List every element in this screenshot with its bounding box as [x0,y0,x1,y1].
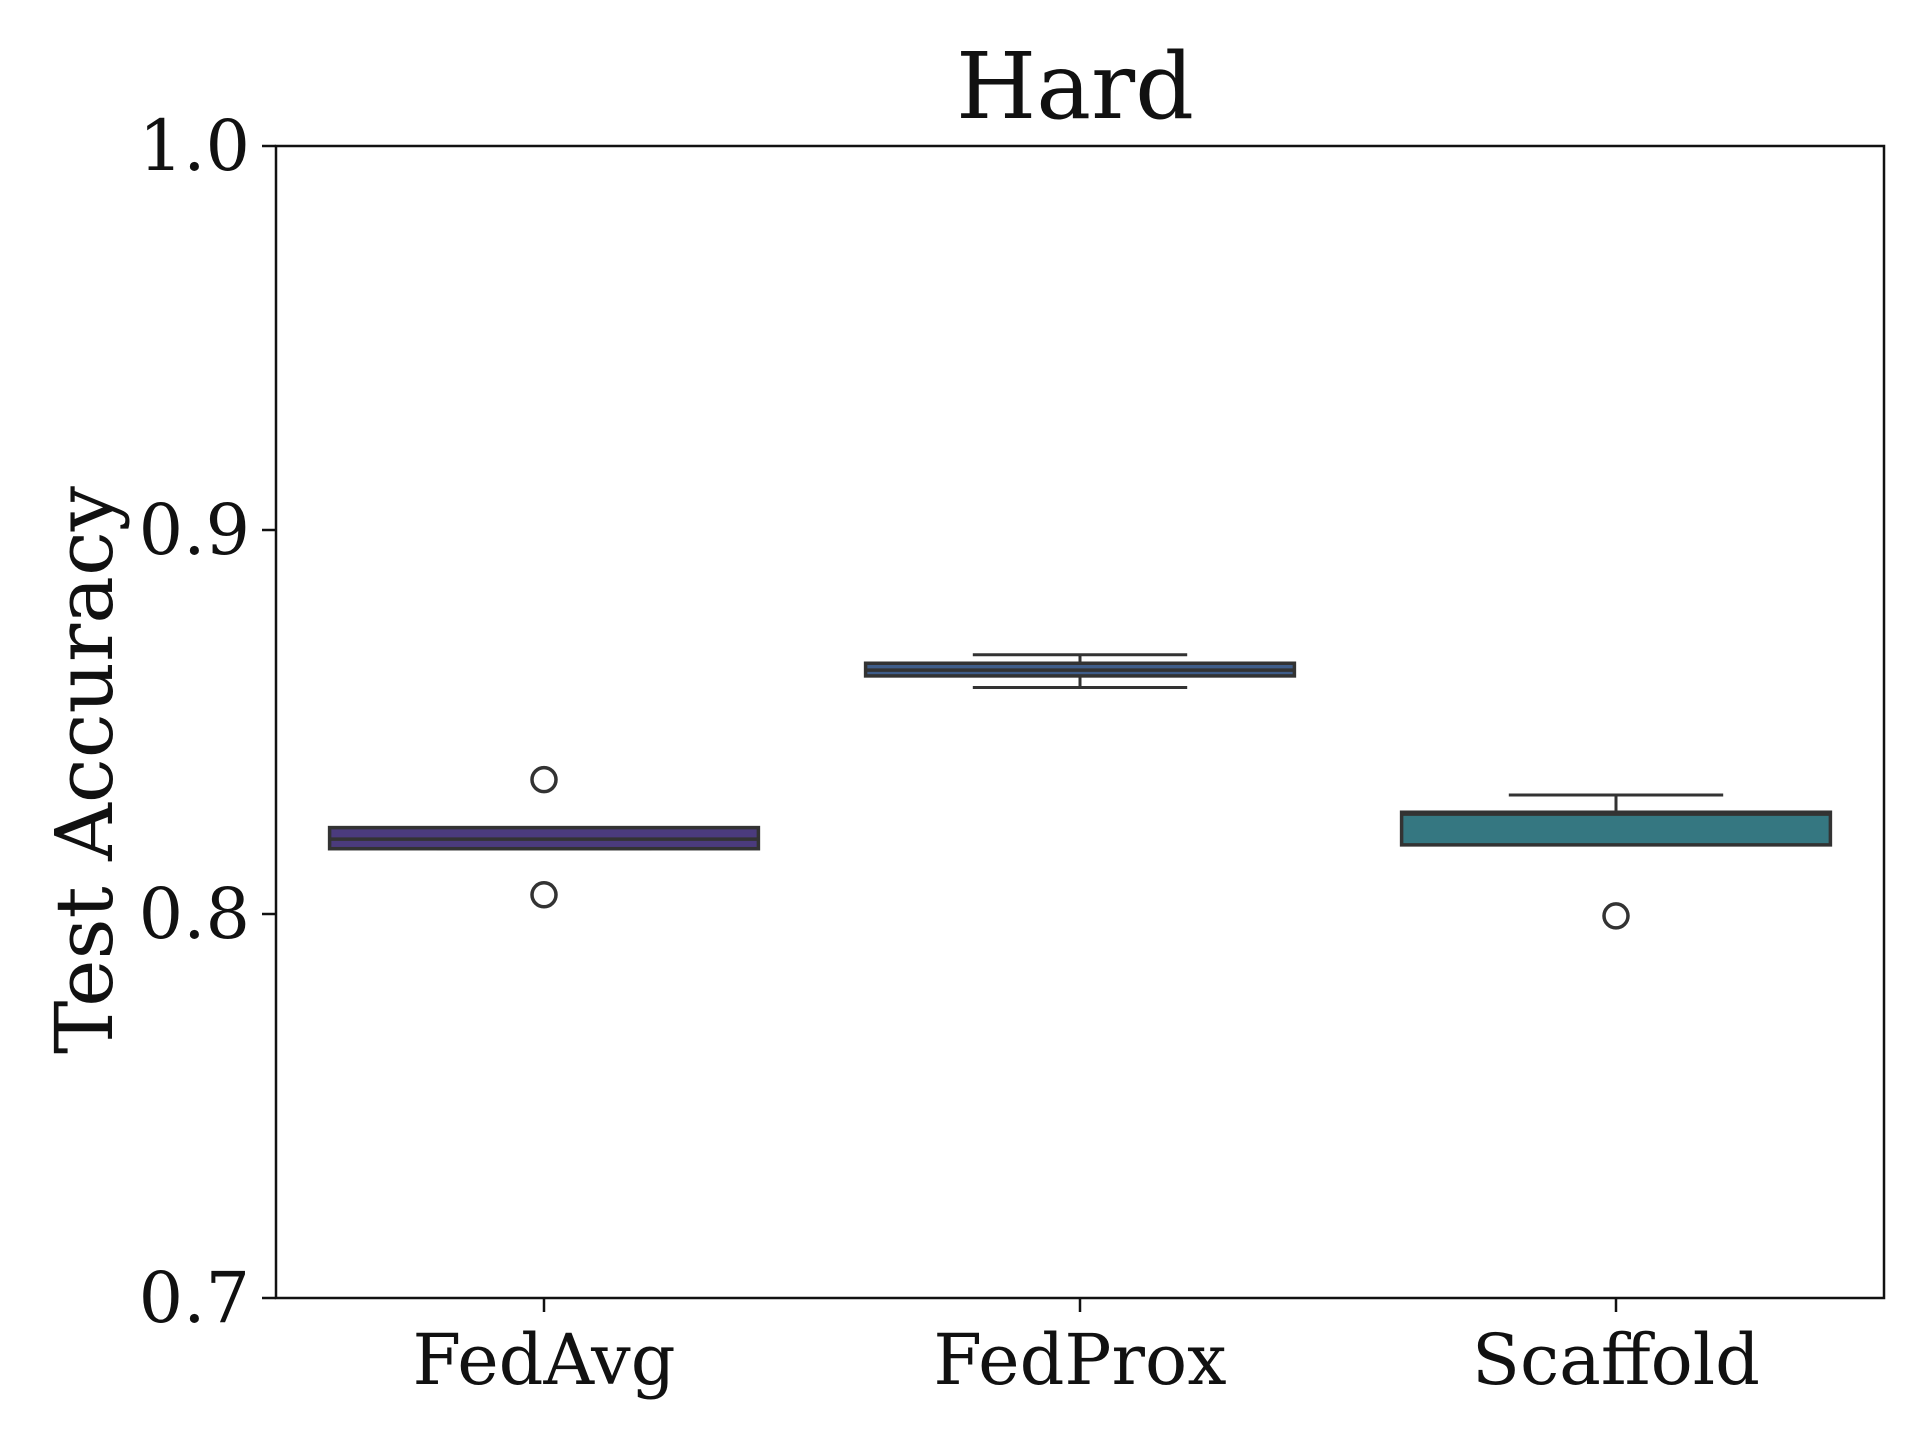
y-tick-label: 1.0 [139,105,250,187]
x-axis-ticks: FedAvg FedProx Scaffold [412,1298,1760,1401]
box-scaffold [1399,793,1833,930]
boxes-group [327,653,1833,930]
outlier-point [1602,902,1630,930]
y-tick-label: 0.7 [139,1257,250,1339]
chart-title: Hard [956,33,1194,140]
box-body [1399,810,1833,847]
box-fedavg [327,765,761,909]
y-axis-label: Test Accuracy [38,486,131,1054]
box-fedprox [863,653,1297,689]
x-tick-label: FedProx [933,1319,1226,1401]
y-tick-label: 0.9 [139,489,250,571]
y-axis-ticks: 0.7 0.8 0.9 1.0 [139,105,276,1339]
outlier-point [530,765,558,794]
x-tick-label: Scaffold [1472,1319,1760,1401]
x-tick-label: FedAvg [412,1319,675,1401]
outlier-point [530,881,558,909]
plot-area-frame [274,144,1886,1300]
y-tick-label: 0.8 [139,873,250,955]
